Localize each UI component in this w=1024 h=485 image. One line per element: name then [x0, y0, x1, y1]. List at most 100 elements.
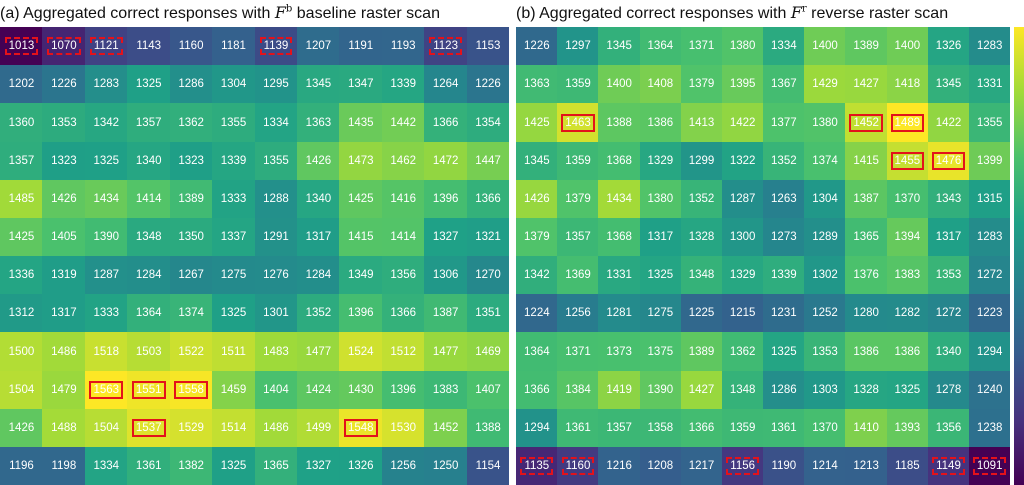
heatmap-cell: 1366 — [516, 370, 558, 410]
heatmap-cell: 1328 — [845, 370, 887, 410]
heatmap-cell: 1345 — [516, 141, 558, 181]
cell-value-label: 1400 — [812, 40, 838, 53]
heatmap-cell: 1223 — [968, 294, 1011, 333]
cell-value-label: 1486 — [263, 421, 289, 434]
cell-value-label: 1329 — [729, 269, 756, 282]
heatmap-cell: 1357 — [598, 408, 640, 448]
cell-value-label: 1306 — [432, 269, 459, 282]
cell-value-label: 1323 — [51, 154, 77, 167]
cell-value-label: 1370 — [894, 192, 921, 205]
cell-value-label: 1216 — [606, 460, 632, 473]
cell-value-label: 1143 — [136, 40, 162, 53]
panel-b-title: (b) Aggregated correct responses with Fr… — [516, 3, 948, 23]
cell-value-label: 1272 — [976, 269, 1003, 282]
cell-value-label: 1348 — [135, 231, 162, 244]
cell-value-label: 1379 — [524, 231, 550, 244]
heatmap-cell: 1393 — [886, 408, 929, 448]
cell-value-label: 1070 — [47, 37, 81, 56]
cell-value-label: 1388 — [606, 116, 632, 129]
cell-value-label: 1563 — [89, 380, 124, 399]
cell-value-label: 1371 — [565, 345, 591, 358]
cell-value-label: 1369 — [565, 269, 591, 282]
cell-value-label: 1529 — [178, 421, 204, 434]
heatmap-cell: 1364 — [639, 27, 682, 66]
heatmap-cell: 1395 — [721, 65, 764, 104]
cell-value-label: 1283 — [976, 231, 1003, 244]
cell-value-label: 1434 — [93, 192, 120, 205]
heatmap-cell: 1207 — [296, 27, 340, 66]
cell-value-label: 1499 — [305, 421, 332, 434]
cell-value-label: 1364 — [135, 307, 162, 320]
cell-value-label: 1135 — [520, 457, 554, 476]
heatmap-cell: 1327 — [296, 446, 340, 485]
cell-value-label: 1410 — [853, 421, 879, 434]
heatmap-cell: 1226 — [466, 65, 510, 104]
cell-value-label: 1447 — [475, 154, 501, 167]
heatmap-cell: 1371 — [680, 27, 723, 66]
heatmap-cell: 1352 — [296, 294, 340, 333]
cell-value-label: 1389 — [853, 40, 879, 53]
heatmap-cell: 1390 — [639, 370, 682, 410]
cell-value-label: 1419 — [606, 383, 632, 396]
cell-value-label: 1191 — [348, 40, 374, 53]
cell-value-label: 1286 — [178, 78, 204, 91]
cell-value-label: 1337 — [220, 231, 247, 244]
heatmap-cell: 1300 — [721, 217, 764, 257]
cell-value-label: 1250 — [432, 460, 459, 473]
heatmap-cell: 1360 — [0, 103, 43, 142]
cell-value-label: 1415 — [347, 231, 374, 244]
heatmap-cell: 1424 — [296, 370, 340, 410]
heatmap-cell: 1442 — [381, 103, 425, 142]
heatmap-cell: 1181 — [212, 27, 255, 66]
heatmap-cell: 1299 — [680, 141, 723, 181]
heatmap-panel-b: (b) Aggregated correct responses with Fr… — [516, 0, 1011, 485]
cell-value-label: 1434 — [606, 192, 632, 205]
heatmap-cell: 1334 — [763, 27, 805, 66]
heatmap-cell: 1325 — [84, 141, 128, 181]
heatmap-cell: 1280 — [845, 294, 887, 333]
heatmap-cell: 1375 — [639, 332, 682, 371]
cell-value-label: 1455 — [890, 151, 925, 170]
heatmap-cell: 1374 — [804, 141, 846, 181]
cell-value-label: 1422 — [935, 116, 962, 129]
cell-value-label: 1160 — [561, 457, 595, 476]
heatmap-cell: 1396 — [339, 294, 383, 333]
heatmap-cell: 1485 — [0, 179, 43, 219]
heatmap-cell: 1430 — [339, 370, 383, 410]
heatmap-cell: 1331 — [968, 65, 1011, 104]
heatmap-cell: 1264 — [424, 65, 468, 104]
heatmap-cell: 1153 — [466, 27, 510, 66]
cell-value-label: 1413 — [688, 116, 715, 129]
cell-value-label: 1287 — [93, 269, 120, 282]
heatmap-cell: 1405 — [42, 217, 86, 257]
cell-value-label: 1435 — [347, 116, 374, 129]
heatmap-cell: 1396 — [381, 370, 425, 410]
cell-value-label: 1297 — [565, 40, 591, 53]
cell-value-label: 1202 — [8, 78, 35, 91]
cell-value-label: 1160 — [178, 40, 204, 53]
cell-value-label: 1382 — [178, 460, 204, 473]
cell-value-label: 1317 — [305, 231, 332, 244]
cell-value-label: 1315 — [976, 192, 1003, 205]
heatmap-cell: 1325 — [886, 370, 929, 410]
cell-value-label: 1342 — [524, 269, 550, 282]
heatmap-cell: 1469 — [466, 332, 510, 371]
heatmap-cell: 1339 — [381, 65, 425, 104]
heatmap-cell: 1224 — [516, 294, 558, 333]
heatmap-cell: 1198 — [42, 446, 86, 485]
heatmap-cell: 1425 — [339, 179, 383, 219]
cell-value-label: 1383 — [432, 383, 459, 396]
cell-value-label: 1386 — [894, 345, 921, 358]
cell-value-label: 1396 — [390, 383, 416, 396]
cell-value-label: 1339 — [390, 78, 416, 91]
heatmap-cell: 1327 — [424, 217, 468, 257]
cell-value-label: 1363 — [524, 78, 550, 91]
cell-value-label: 1353 — [935, 269, 962, 282]
cell-value-label: 1405 — [51, 231, 77, 244]
cell-value-label: 1414 — [390, 231, 416, 244]
heatmap-cell: 1250 — [424, 446, 468, 485]
heatmap-cell: 1434 — [84, 179, 128, 219]
cell-value-label: 1325 — [93, 154, 120, 167]
heatmap-cell: 1325 — [639, 256, 682, 295]
heatmap-cell: 1355 — [254, 141, 298, 181]
